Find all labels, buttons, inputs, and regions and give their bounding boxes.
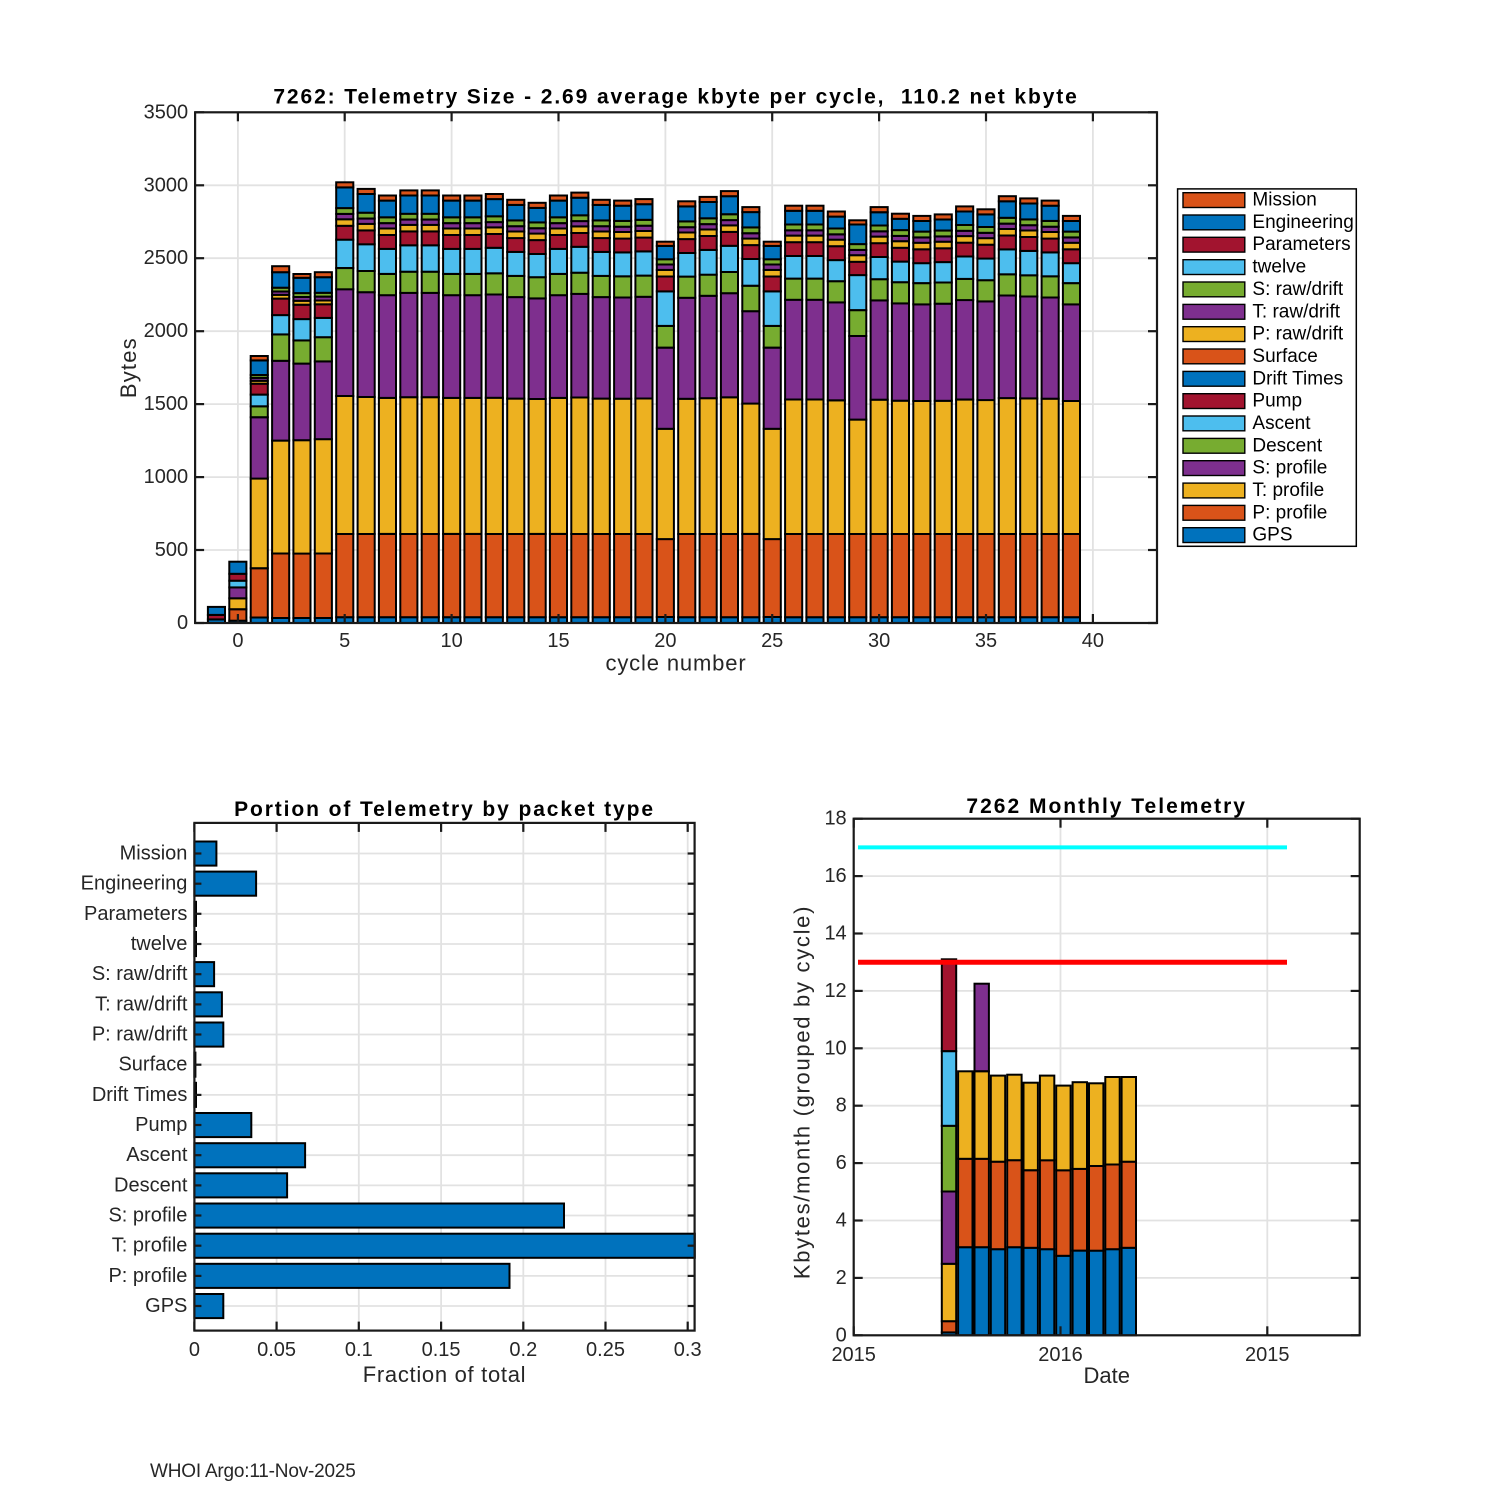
svg-text:40: 40 <box>1082 630 1104 652</box>
svg-text:4: 4 <box>836 1210 847 1232</box>
svg-text:16: 16 <box>824 865 846 887</box>
svg-text:T: profile: T: profile <box>1252 480 1324 501</box>
svg-text:Mission: Mission <box>120 843 188 865</box>
svg-text:0: 0 <box>232 630 243 652</box>
svg-text:1000: 1000 <box>144 466 189 488</box>
svg-text:P: raw/drift: P: raw/drift <box>1252 324 1344 345</box>
svg-text:S: raw/drift: S: raw/drift <box>92 963 188 985</box>
svg-text:3500: 3500 <box>144 101 189 123</box>
svg-text:Pump: Pump <box>135 1114 187 1136</box>
svg-text:Descent: Descent <box>114 1174 188 1196</box>
svg-text:12: 12 <box>824 980 846 1002</box>
svg-text:Portion of Telemetry by packet: Portion of Telemetry by packet type <box>234 798 655 821</box>
svg-text:500: 500 <box>155 539 188 561</box>
svg-text:Date: Date <box>1083 1363 1129 1388</box>
svg-text:S: profile: S: profile <box>1252 458 1327 479</box>
svg-text:Fraction of total: Fraction of total <box>363 1362 527 1387</box>
svg-text:10: 10 <box>440 630 462 652</box>
svg-text:T: raw/drift: T: raw/drift <box>95 993 188 1015</box>
svg-text:20: 20 <box>654 630 676 652</box>
svg-text:P: profile: P: profile <box>108 1265 187 1287</box>
svg-text:7262: Telemetry Size - 2.69 av: 7262: Telemetry Size - 2.69 average kbyt… <box>273 86 1078 109</box>
svg-text:0: 0 <box>189 1339 200 1361</box>
svg-text:0.05: 0.05 <box>257 1339 296 1361</box>
svg-text:1500: 1500 <box>144 393 189 415</box>
svg-text:P: profile: P: profile <box>1252 502 1327 523</box>
svg-text:Surface: Surface <box>1252 346 1317 367</box>
svg-text:Descent: Descent <box>1252 435 1322 456</box>
svg-text:2: 2 <box>836 1267 847 1289</box>
svg-text:18: 18 <box>824 808 846 830</box>
svg-text:Ascent: Ascent <box>1252 413 1311 434</box>
svg-text:T: raw/drift: T: raw/drift <box>1252 301 1340 322</box>
svg-text:GPS: GPS <box>145 1295 187 1317</box>
svg-text:15: 15 <box>547 630 569 652</box>
svg-text:Engineering: Engineering <box>1252 212 1353 233</box>
svg-text:3000: 3000 <box>144 174 189 196</box>
svg-text:GPS: GPS <box>1252 525 1292 546</box>
svg-text:25: 25 <box>761 630 783 652</box>
svg-text:2016: 2016 <box>1038 1344 1083 1366</box>
svg-text:0.2: 0.2 <box>509 1339 537 1361</box>
svg-text:Engineering: Engineering <box>81 873 188 895</box>
svg-text:Ascent: Ascent <box>126 1144 188 1166</box>
svg-text:0: 0 <box>836 1324 847 1346</box>
svg-text:twelve: twelve <box>1252 257 1306 278</box>
svg-text:Mission: Mission <box>1252 190 1316 211</box>
svg-text:Parameters: Parameters <box>84 903 187 925</box>
svg-text:S: profile: S: profile <box>108 1205 187 1227</box>
svg-text:Parameters: Parameters <box>1252 234 1350 255</box>
svg-text:2500: 2500 <box>144 247 189 269</box>
svg-text:WHOI Argo:11-Nov-2025: WHOI Argo:11-Nov-2025 <box>150 1461 356 1482</box>
svg-text:5: 5 <box>339 630 350 652</box>
svg-text:Pump: Pump <box>1252 391 1302 412</box>
svg-text:Bytes: Bytes <box>116 337 141 398</box>
svg-text:P: raw/drift: P: raw/drift <box>92 1024 188 1046</box>
svg-text:0.3: 0.3 <box>674 1339 702 1361</box>
svg-text:Drift Times: Drift Times <box>92 1084 188 1106</box>
svg-text:8: 8 <box>836 1095 847 1117</box>
svg-text:0.15: 0.15 <box>422 1339 461 1361</box>
svg-text:Kbytes/month (grouped by cycle: Kbytes/month (grouped by cycle) <box>790 905 815 1279</box>
svg-text:Surface: Surface <box>118 1054 187 1076</box>
svg-text:T: profile: T: profile <box>112 1235 188 1257</box>
svg-text:S: raw/drift: S: raw/drift <box>1252 279 1344 300</box>
svg-text:cycle number: cycle number <box>605 650 746 675</box>
svg-text:35: 35 <box>975 630 997 652</box>
svg-text:7262 Monthly Telemetry: 7262 Monthly Telemetry <box>966 795 1247 818</box>
svg-text:0.1: 0.1 <box>345 1339 373 1361</box>
svg-text:0.25: 0.25 <box>586 1339 625 1361</box>
svg-text:30: 30 <box>868 630 890 652</box>
svg-text:0: 0 <box>177 612 188 634</box>
svg-text:twelve: twelve <box>131 933 188 955</box>
svg-text:10: 10 <box>824 1037 846 1059</box>
svg-text:2015: 2015 <box>1245 1344 1290 1366</box>
svg-text:Drift Times: Drift Times <box>1252 368 1343 389</box>
svg-text:2015: 2015 <box>831 1344 876 1366</box>
svg-text:14: 14 <box>824 923 846 945</box>
svg-text:6: 6 <box>836 1152 847 1174</box>
svg-text:2000: 2000 <box>144 320 189 342</box>
